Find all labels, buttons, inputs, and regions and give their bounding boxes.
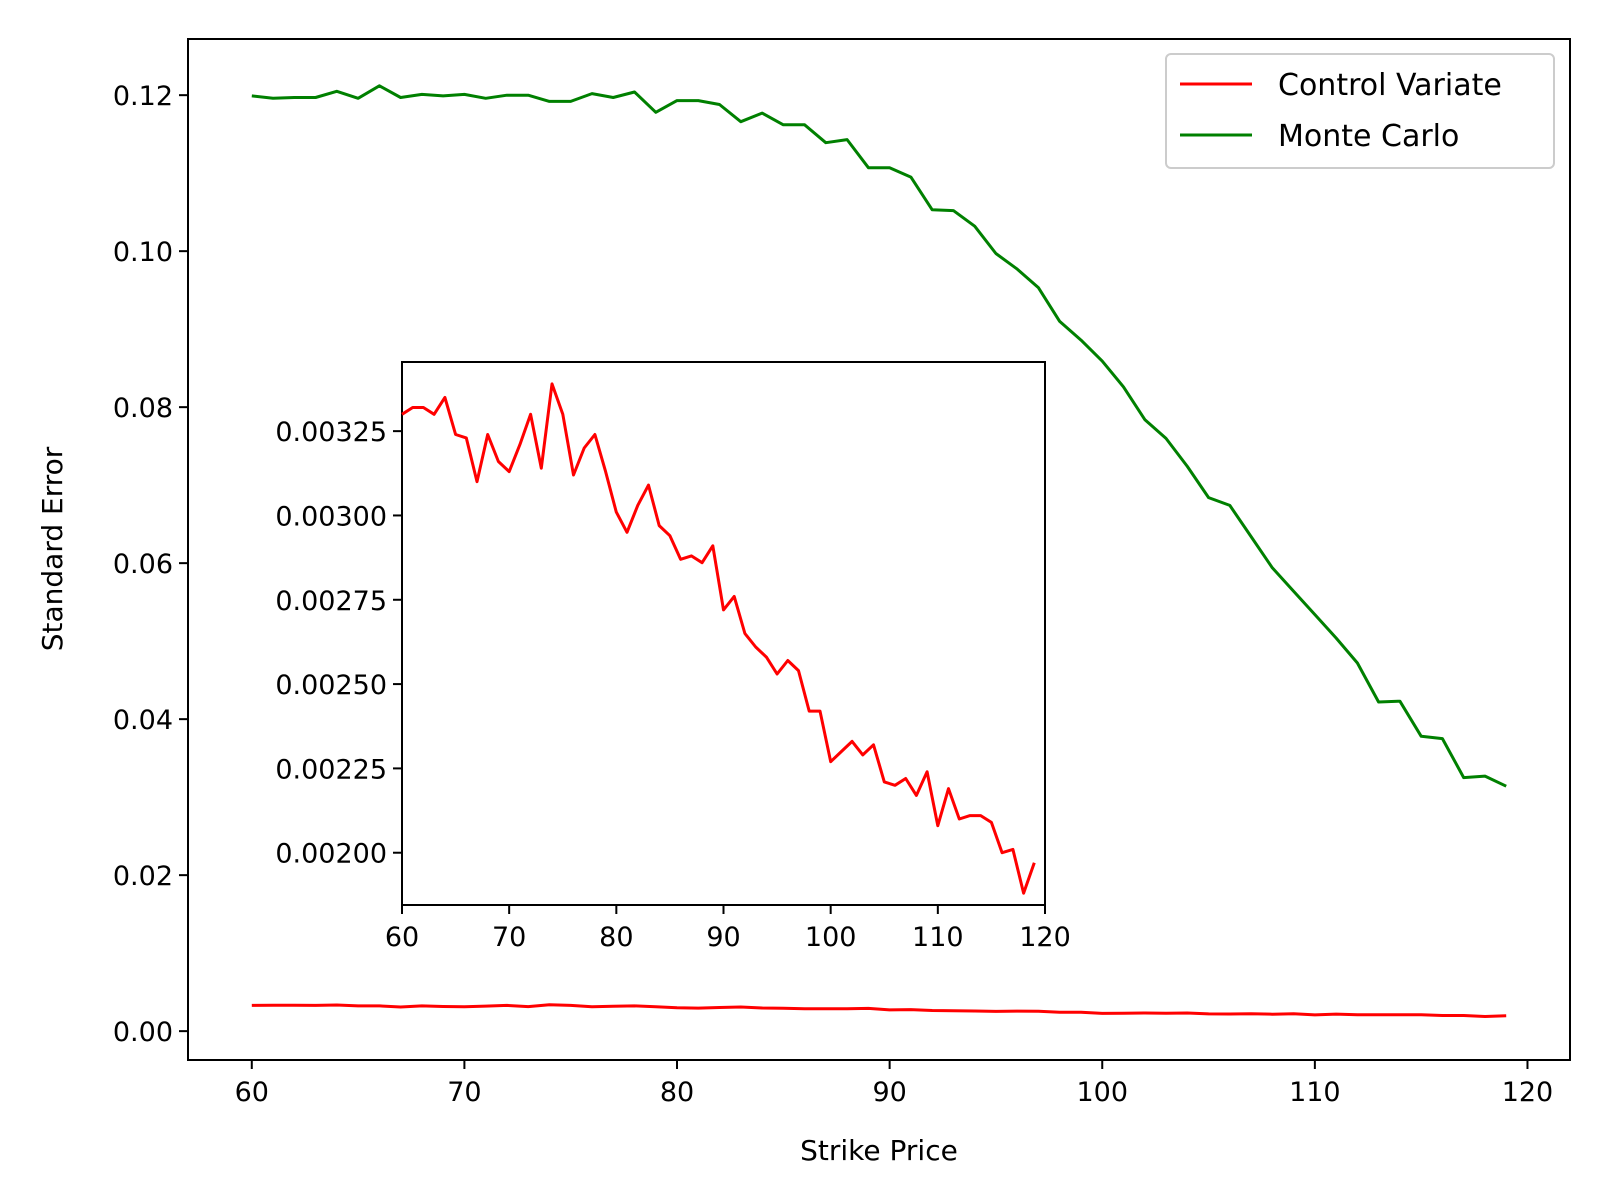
inset-x-tick-label: 100 (805, 922, 857, 953)
inset-y-tick-label: 0.00300 (275, 501, 387, 532)
inset-y-tick-label: 0.00325 (275, 417, 387, 448)
main-y-tick-label: 0.02 (113, 861, 173, 892)
inset-x-tick-label: 70 (492, 922, 526, 953)
inset-x-axis: 60 70 80 90 100 110 120 (385, 905, 1071, 953)
inset-y-tick-label: 0.00250 (275, 670, 387, 701)
inset-line-series-1 (401, 382, 1036, 895)
main-line-control-variate (251, 1003, 1507, 1018)
main-x-tick-label: 120 (1502, 1077, 1554, 1108)
legend-label-monte-carlo: Monte Carlo (1278, 119, 1459, 154)
inset-x-tick-label: 110 (912, 922, 964, 953)
main-y-tick-label: 0.10 (113, 237, 173, 268)
main-y-tick-label: 0.12 (113, 81, 173, 112)
main-x-tick-label: 80 (660, 1077, 694, 1108)
main-y-tick-label: 0.04 (113, 705, 173, 736)
inset-x-tick-label: 60 (385, 922, 419, 953)
legend-box (1165, 53, 1555, 169)
main-y-tick-label: 0.08 (113, 393, 173, 424)
y-axis-title: Standard Error (36, 446, 69, 651)
main-y-axis: 0.00 0.02 0.04 0.06 0.08 0.10 0.12 (113, 81, 188, 1048)
x-axis-title: Strike Price (800, 1134, 958, 1167)
inset-x-tick-label: 90 (706, 922, 740, 953)
inset-y-tick-label: 0.00275 (275, 586, 387, 617)
main-line-monte-carlo (251, 84, 1507, 788)
inset-y-axis: 0.00200 0.00225 0.00250 0.00275 0.00300 0.003… (275, 417, 402, 870)
main-series-lines (251, 84, 1507, 1018)
legend-label-control-variate: Control Variate (1278, 68, 1502, 103)
main-x-tick-label: 110 (1289, 1077, 1341, 1108)
main-x-tick-label: 60 (235, 1077, 269, 1108)
inset-series-lines (401, 382, 1036, 895)
main-y-tick-label: 0.00 (113, 1017, 173, 1048)
main-x-tick-label: 100 (1076, 1077, 1128, 1108)
inset-plot-frame (401, 361, 1046, 906)
inset-y-tick-label: 0.00225 (275, 754, 387, 785)
inset-x-tick-label: 80 (599, 922, 633, 953)
main-y-tick-label: 0.06 (113, 549, 173, 580)
main-x-axis: 60 70 80 90 100 110 120 (235, 1060, 1554, 1108)
main-x-tick-label: 70 (447, 1077, 481, 1108)
legend: Control Variate Monte Carlo (1165, 53, 1555, 169)
main-x-tick-label: 90 (872, 1077, 906, 1108)
inset-plot: 60 70 80 90 100 110 120 0.002000.002250.002500… (275, 361, 1071, 953)
inset-x-tick-label: 120 (1019, 922, 1071, 953)
inset-y-tick-label: 0.00200 (275, 839, 387, 870)
